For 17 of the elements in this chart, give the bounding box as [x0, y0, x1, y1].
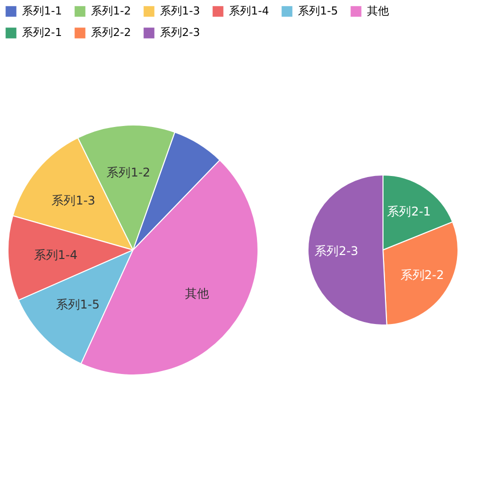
legend-label: 系列1-3 — [160, 4, 200, 18]
legend-label: 其他 — [367, 4, 389, 18]
slice-label: 系列1-2 — [106, 166, 150, 180]
slice-label: 系列2-1 — [387, 204, 431, 218]
legend-label: 系列1-2 — [91, 4, 131, 18]
legend-label: 系列1-4 — [229, 4, 269, 18]
legend-label: 系列2-1 — [22, 26, 62, 39]
legend-label: 系列2-2 — [91, 26, 131, 39]
slice-label: 系列2-3 — [314, 244, 358, 258]
slice-label: 系列2-2 — [400, 268, 444, 282]
slice-label: 系列1-5 — [56, 297, 100, 312]
legend-label: 系列2-3 — [160, 26, 200, 39]
legend-label: 系列1-5 — [298, 4, 338, 18]
slice-label: 其他 — [185, 286, 210, 301]
legend-label: 系列1-1 — [22, 4, 62, 18]
slice-label: 系列1-4 — [34, 248, 78, 262]
slice-label: 系列1-3 — [52, 193, 96, 208]
